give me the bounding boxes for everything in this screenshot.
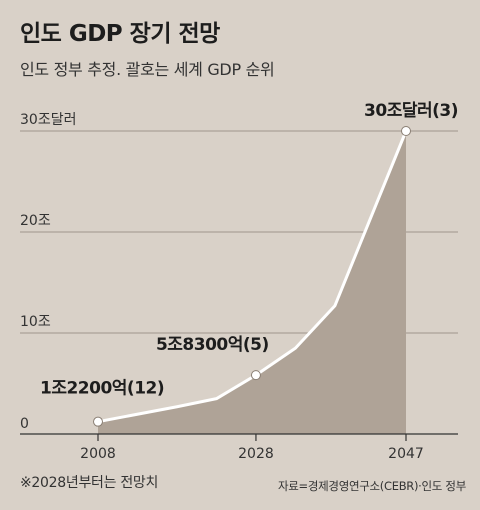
- source-note: 자료=경제경영연구소(CEBR)·인도 정부: [277, 479, 466, 493]
- data-point-marker: [401, 126, 411, 136]
- data-label: 30조달러(3): [364, 100, 458, 121]
- y-tick-label: 0: [20, 416, 29, 432]
- y-tick-label: 10조: [20, 314, 51, 330]
- points: [93, 126, 411, 427]
- x-tick-label: 2028: [238, 446, 274, 462]
- x-tick-label: 2008: [80, 446, 116, 462]
- y-tick-label: 30조달러: [20, 112, 76, 128]
- footnote: ※2028년부터는 전망치: [20, 475, 159, 491]
- chart-subtitle: 인도 정부 추정. 괄호는 세계 GDP 순위: [20, 60, 275, 79]
- area-fill: [98, 131, 406, 434]
- data-point-marker: [250, 370, 261, 381]
- data-point-marker: [93, 416, 103, 427]
- x-tick-label: 2047: [388, 446, 424, 462]
- data-label: 1조2200억(12): [40, 379, 164, 399]
- labels: 1조2200억(12) 5조8300억(5) 30조달러(3): [40, 100, 459, 399]
- chart-title: 인도 GDP 장기 전망: [20, 21, 220, 47]
- data-label: 5조8300억(5): [156, 335, 269, 355]
- x-axis: 2008 2028 2047: [20, 433, 458, 462]
- y-tick-label: 20조: [20, 213, 51, 229]
